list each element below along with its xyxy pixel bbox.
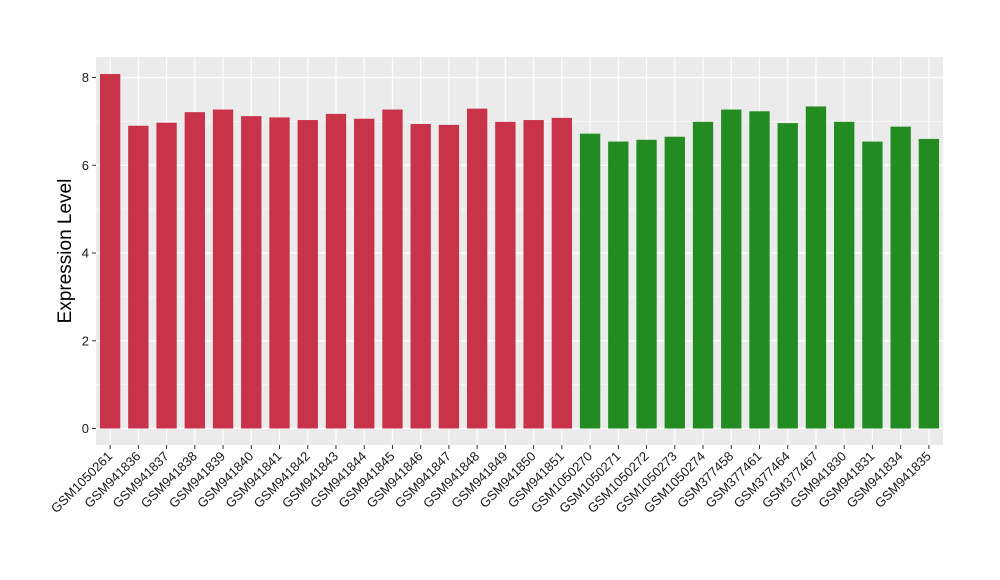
- bar-GSM377458: [721, 109, 742, 429]
- bar-GSM941836: [128, 125, 149, 429]
- bar-GSM941846: [410, 124, 431, 429]
- y-axis-title: Expression Level: [55, 179, 76, 324]
- bar-GSM941844: [354, 118, 375, 429]
- bar-GSM1050273: [664, 136, 685, 429]
- bar-GSM941848: [466, 108, 488, 429]
- bar-GSM377461: [749, 111, 770, 429]
- bar-GSM941845: [382, 109, 403, 429]
- bar-GSM941837: [156, 122, 177, 429]
- bar-GSM1050271: [608, 141, 629, 429]
- bar-GSM941841: [269, 117, 290, 429]
- bar-GSM941847: [438, 124, 460, 429]
- bar-GSM941849: [495, 121, 516, 429]
- bars: [99, 73, 940, 429]
- bar-GSM941835: [918, 138, 940, 429]
- bar-GSM377467: [805, 106, 827, 429]
- bar-GSM941843: [325, 113, 347, 429]
- bar-GSM1050272: [636, 139, 657, 429]
- bar-GSM941831: [862, 141, 883, 429]
- y-tick-label: 2: [82, 333, 89, 348]
- y-tick-label: 8: [82, 70, 89, 85]
- bar-GSM941830: [834, 121, 855, 429]
- bar-GSM1050274: [692, 121, 714, 429]
- y-tick-label: 4: [82, 246, 89, 261]
- bar-GSM941840: [241, 116, 262, 429]
- bar-GSM1050270: [579, 133, 601, 429]
- bar-GSM377464: [777, 123, 798, 429]
- x-axis: GSM1050261GSM941836GSM941837GSM941838GSM…: [48, 445, 934, 516]
- bar-GSM1050261: [99, 73, 121, 429]
- y-axis: 0 2 4 6 8: [82, 70, 96, 436]
- bar-GSM941839: [212, 109, 234, 429]
- bar-GSM941834: [890, 126, 911, 429]
- bar-GSM941842: [297, 120, 318, 429]
- bar-GSM941850: [523, 120, 544, 429]
- bar-GSM941838: [184, 112, 205, 429]
- y-tick-label: 0: [82, 421, 89, 436]
- y-tick-label: 6: [82, 158, 89, 173]
- bar-GSM941851: [551, 117, 573, 429]
